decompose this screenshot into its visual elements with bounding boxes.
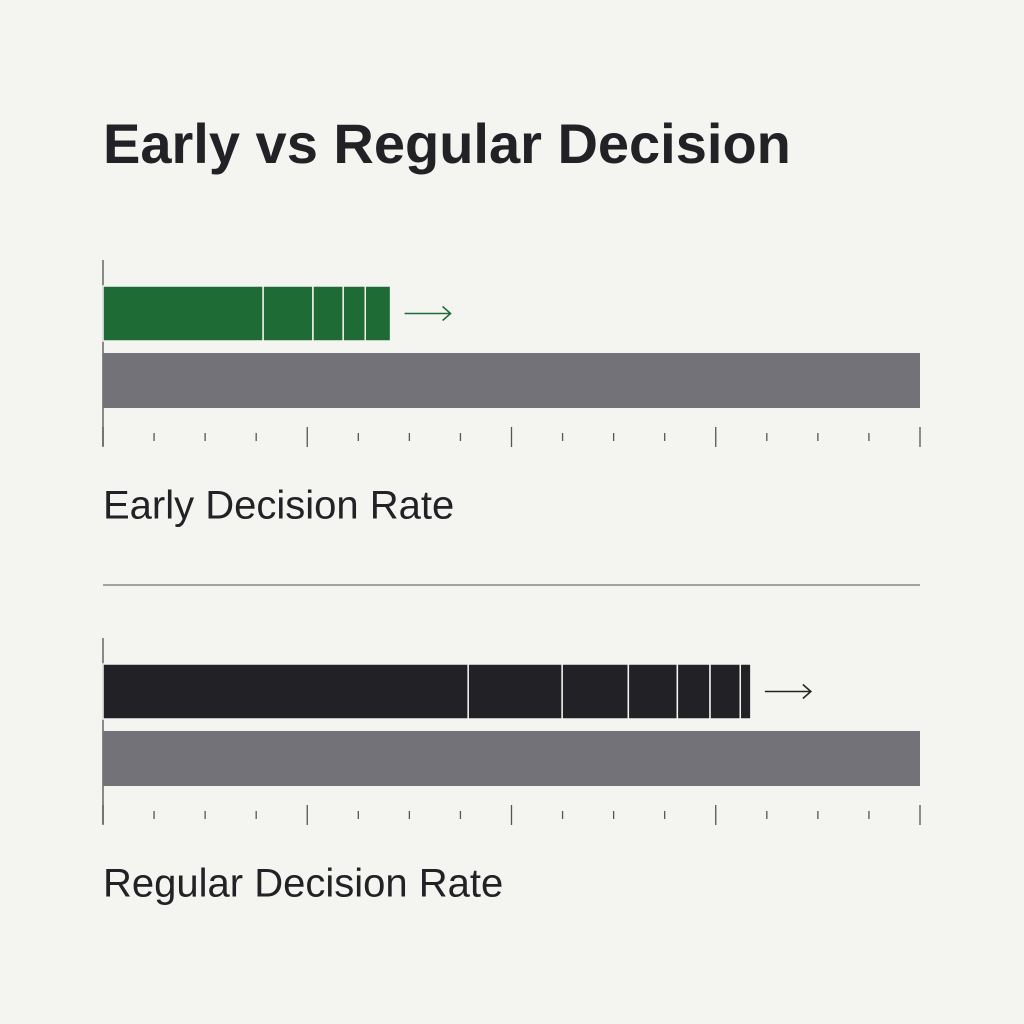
axis-label: Regular Decision Rate bbox=[103, 862, 503, 906]
bar-segment bbox=[739, 663, 752, 720]
bar-segment bbox=[709, 663, 742, 720]
bar-segment bbox=[312, 285, 344, 342]
bar-segment bbox=[627, 663, 679, 720]
page-title: Early vs Regular Decision bbox=[103, 112, 791, 175]
bar-segment bbox=[364, 285, 392, 342]
track bbox=[103, 353, 920, 408]
bar-segment bbox=[342, 285, 367, 342]
bar-segment bbox=[102, 663, 469, 720]
arrow bbox=[404, 305, 452, 322]
bar-segment bbox=[676, 663, 711, 720]
bar-segment bbox=[262, 285, 314, 342]
arrow bbox=[764, 683, 813, 700]
bar-segment bbox=[561, 663, 630, 720]
track bbox=[103, 731, 920, 786]
bar-segment bbox=[102, 285, 264, 342]
axis-label: Early Decision Rate bbox=[103, 484, 454, 528]
bar-segment bbox=[467, 663, 563, 720]
